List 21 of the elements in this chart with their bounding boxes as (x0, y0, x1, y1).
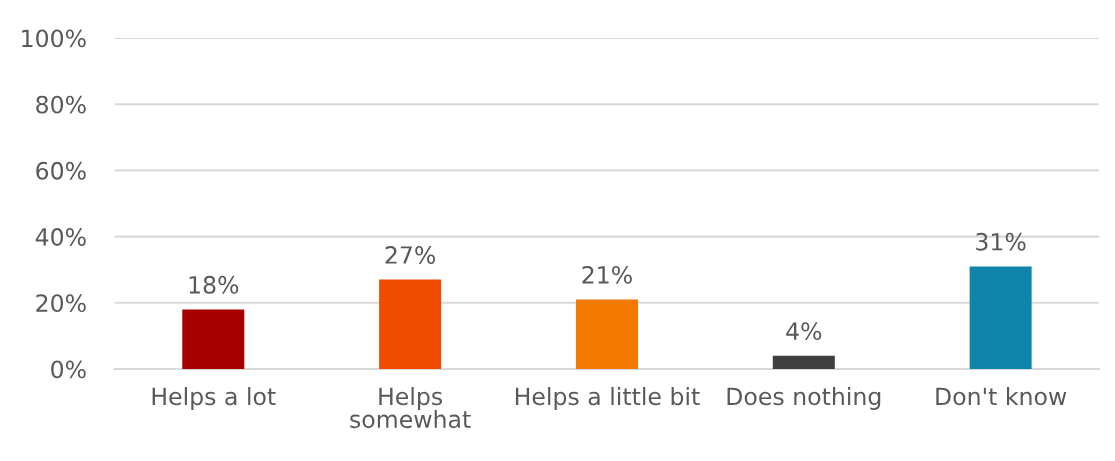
y-tick-label: 20% (36, 294, 86, 313)
bar (772, 355, 835, 369)
bar (969, 266, 1032, 369)
bar (379, 279, 442, 369)
x-tick-label: Does nothing (727, 387, 881, 410)
y-tick-label: 100% (22, 29, 86, 48)
data-label: 18% (189, 275, 239, 294)
y-tick-label: 80% (36, 95, 86, 114)
bar (575, 299, 638, 369)
y-tick-label: 0% (51, 360, 86, 379)
x-tick-label: Don't know (936, 387, 1067, 406)
y-tick-label: 60% (36, 161, 86, 180)
data-label: 4% (786, 322, 822, 341)
y-tick-label: 40% (35, 228, 86, 246)
x-tick-label: Helps a little bit (515, 387, 700, 410)
x-tick-label: Helps somewhat (350, 387, 471, 429)
data-label: 27% (385, 246, 436, 264)
data-label: 31% (976, 232, 1026, 251)
data-label: 21% (582, 265, 632, 284)
bar (182, 309, 245, 369)
x-tick-label: Helps a lot (152, 387, 276, 410)
